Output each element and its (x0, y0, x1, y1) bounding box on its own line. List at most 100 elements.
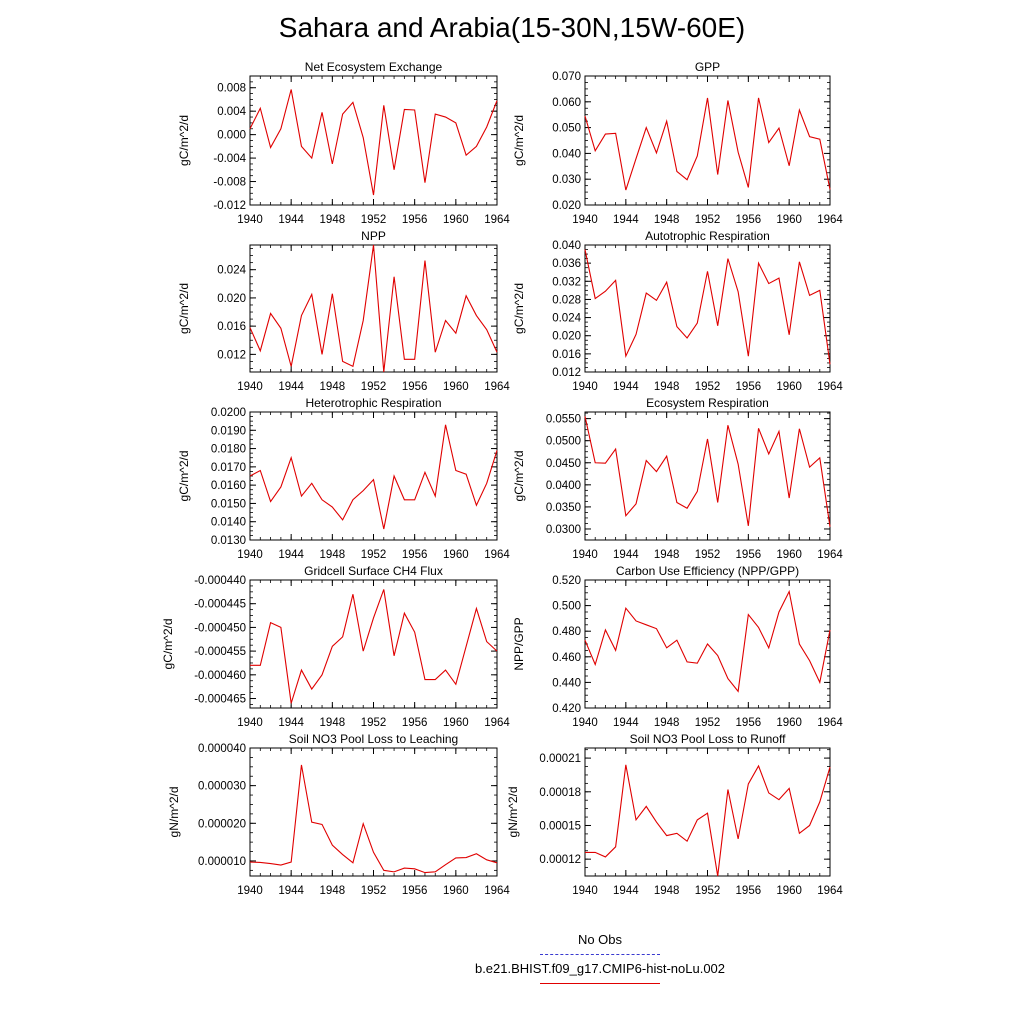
y-tick-label: 0.0300 (546, 524, 581, 536)
x-tick-label: 1948 (320, 717, 346, 729)
series-line (249, 424, 498, 530)
legend-case-line (540, 983, 660, 984)
panel-6: Ecosystem Respiration gC/m^2/d 0.0300 0.035… (512, 396, 843, 561)
legend-obs-line (540, 954, 660, 955)
x-tick-label: 1964 (817, 381, 843, 393)
panel-title: NPP (361, 229, 386, 243)
y-axis-label: gC/m^2/d (512, 115, 526, 166)
x-tick-label: 1964 (484, 214, 510, 226)
plot-frame (584, 411, 831, 541)
x-tick-label: 1964 (817, 214, 843, 226)
panel-title: Net Ecosystem Exchange (305, 60, 443, 74)
panel-3: NPP gC/m^2/d 0.012 0.016 0.020 0.024 1940 1944 1… (177, 229, 510, 393)
x-tick-label: 1952 (695, 549, 721, 561)
x-tick-label: 1948 (320, 381, 346, 393)
y-tick-label: 0.460 (552, 652, 581, 664)
x-tick-label: 1960 (443, 214, 469, 226)
x-tick-label: 1956 (402, 885, 428, 897)
y-axis-label: NPP/GPP (512, 617, 526, 670)
y-tick-label: 0.024 (552, 313, 581, 325)
y-tick-label: 0.012 (217, 349, 246, 361)
panel-5: Heterotrophic Respiration gC/m^2/d 0.0130 0… (177, 396, 510, 561)
x-tick-label: 1952 (695, 381, 721, 393)
series-line (249, 244, 498, 373)
y-tick-label: 0.0350 (546, 502, 581, 514)
y-tick-label: 0.0450 (546, 458, 581, 470)
y-tick-label: 0.020 (552, 200, 581, 212)
x-tick-label: 1956 (402, 717, 428, 729)
y-tick-label: 0.070 (552, 71, 581, 83)
panel-title: Soil NO3 Pool Loss to Runoff (630, 732, 787, 746)
y-tick-label: 0.0200 (211, 407, 246, 419)
y-tick-label: 0.000040 (198, 743, 246, 755)
y-tick-label: 0.032 (552, 276, 581, 288)
x-tick-label: 1952 (361, 214, 387, 226)
panel-title: Ecosystem Respiration (646, 396, 769, 410)
x-tick-label: 1944 (278, 717, 304, 729)
x-tick-label: 1944 (278, 214, 304, 226)
y-tick-label: 0.000 (217, 130, 246, 142)
y-tick-label: 0.040 (552, 240, 581, 252)
x-tick-label: 1956 (402, 381, 428, 393)
y-tick-label: 0.0130 (211, 535, 246, 547)
y-tick-label: 0.0180 (211, 444, 246, 456)
plot-frame (249, 411, 498, 541)
x-tick-label: 1960 (443, 549, 469, 561)
x-tick-label: 1960 (776, 885, 802, 897)
panel-1: Net Ecosystem Exchange gC/m^2/d -0.012 -0.0… (177, 60, 510, 226)
y-tick-label: 0.00021 (539, 753, 581, 765)
x-tick-label: 1940 (572, 214, 598, 226)
series-line (585, 764, 831, 877)
plot-frame (584, 747, 831, 877)
panel-9: Soil NO3 Pool Loss to Leaching gN/m^2/d 0.… (167, 732, 510, 897)
series-line (584, 249, 831, 365)
y-tick-label: 0.440 (552, 677, 581, 689)
x-tick-label: 1964 (484, 381, 510, 393)
y-axis-label: gC/m^2/d (512, 451, 526, 502)
series-line (584, 97, 831, 191)
x-tick-label: 1960 (443, 717, 469, 729)
y-tick-label: 0.500 (552, 601, 581, 613)
y-tick-label: 0.0160 (211, 480, 246, 492)
x-tick-label: 1948 (320, 214, 346, 226)
y-tick-label: 0.480 (552, 626, 581, 638)
panel-title: Gridcell Surface CH4 Flux (304, 564, 443, 578)
panel-title: Soil NO3 Pool Loss to Leaching (289, 732, 458, 746)
legend-obs-label: No Obs (577, 932, 623, 947)
y-tick-label: 0.0150 (211, 498, 246, 510)
x-tick-label: 1956 (736, 549, 762, 561)
panel-title: Heterotrophic Respiration (305, 396, 441, 410)
x-tick-label: 1948 (654, 549, 680, 561)
y-axis-label: gC/m^2/d (512, 283, 526, 334)
x-tick-label: 1964 (817, 885, 843, 897)
series-line (249, 764, 498, 874)
x-tick-label: 1956 (736, 214, 762, 226)
x-tick-label: 1944 (278, 381, 304, 393)
y-tick-label: 0.00018 (539, 787, 581, 799)
page-title: Sahara and Arabia(15-30N,15W-60E) (278, 12, 746, 43)
y-tick-label: 0.036 (552, 258, 581, 270)
panel-4: Autotrophic Respiration gC/m^2/d 0.012 0.01… (512, 229, 843, 393)
x-tick-label: 1944 (278, 885, 304, 897)
y-tick-label: -0.000455 (194, 646, 246, 658)
x-tick-label: 1960 (776, 717, 802, 729)
y-tick-label: -0.000460 (194, 670, 246, 682)
x-tick-label: 1960 (776, 381, 802, 393)
x-tick-label: 1956 (402, 214, 428, 226)
x-tick-label: 1948 (320, 549, 346, 561)
plot-frame (249, 747, 498, 877)
y-tick-label: -0.004 (213, 153, 246, 165)
y-axis-label: gN/m^2/d (167, 787, 181, 838)
x-tick-label: 1956 (402, 549, 428, 561)
plot-frame (249, 579, 498, 709)
x-tick-label: 1952 (361, 381, 387, 393)
x-tick-label: 1948 (654, 381, 680, 393)
x-tick-label: 1944 (613, 381, 639, 393)
y-tick-label: 0.016 (217, 321, 246, 333)
y-tick-label: 0.028 (552, 294, 581, 306)
y-axis-label: gC/m^2/d (177, 451, 191, 502)
y-axis-label: gC/m^2/d (177, 115, 191, 166)
y-tick-label: 0.060 (552, 97, 581, 109)
panel-title: Carbon Use Efficiency (NPP/GPP) (616, 564, 799, 578)
